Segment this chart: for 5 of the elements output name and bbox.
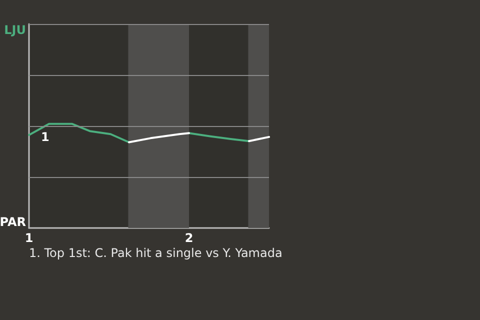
annotation: 1 xyxy=(41,130,50,144)
text: PAR xyxy=(0,215,26,229)
text: 1. Top 1st: C. Pak hit a single vs Y. Yamada xyxy=(29,246,282,260)
x-tick-label: 2 xyxy=(184,231,194,245)
text: LJU xyxy=(4,23,26,37)
